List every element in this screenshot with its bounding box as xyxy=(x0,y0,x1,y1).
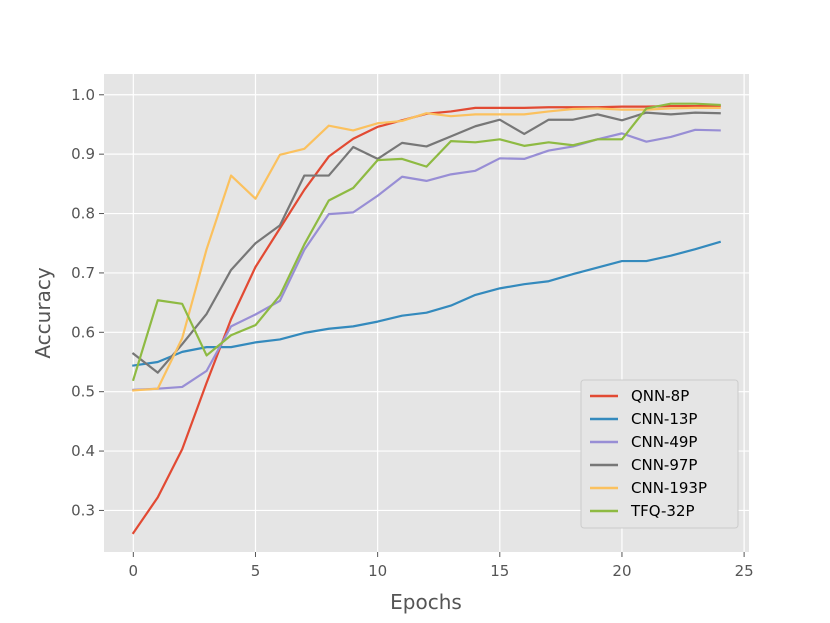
x-tick-label: 5 xyxy=(251,562,261,580)
x-tick-label: 0 xyxy=(129,562,139,580)
series-lines xyxy=(131,102,722,535)
series-line-cnn-49p xyxy=(132,128,721,392)
y-tick-label: 0.3 xyxy=(71,501,95,519)
legend-label-cnn-97p: CNN-97P xyxy=(631,456,697,474)
legend-label-cnn-49p: CNN-49P xyxy=(631,433,697,451)
y-tick-label: 0.6 xyxy=(71,323,95,341)
y-axis-label: Accuracy xyxy=(31,267,55,358)
legend-label-tfq-32p: TFQ-32P xyxy=(630,502,695,520)
legend-label-cnn-193p: CNN-193P xyxy=(631,479,707,497)
y-tick-label: 0.8 xyxy=(71,205,95,223)
y-tick-label: 0.9 xyxy=(71,145,95,163)
y-tick-label: 1.0 xyxy=(71,86,95,104)
x-tick-label: 20 xyxy=(612,562,631,580)
legend-box xyxy=(580,379,739,529)
y-tick-label: 0.7 xyxy=(71,264,95,282)
legend: QNN-8P CNN-13P CNN-49P CNN-97P CNN-193P TFQ-3… xyxy=(580,379,739,529)
series-line-tfq-32p xyxy=(131,102,721,382)
y-axis-ticks: 0.3 0.4 0.5 0.6 0.7 0.8 0.9 1.0 xyxy=(71,86,104,519)
legend-label-qnn-8p: QNN-8P xyxy=(631,387,689,405)
x-tick-label: 15 xyxy=(490,562,509,580)
x-tick-label: 10 xyxy=(368,562,387,580)
series-line-cnn-193p xyxy=(132,106,721,392)
x-axis-label: Epochs xyxy=(390,590,462,614)
legend-label-cnn-13p: CNN-13P xyxy=(631,410,697,428)
series-line-cnn-97p xyxy=(131,111,721,374)
x-axis-ticks: 0 5 10 15 20 25 xyxy=(129,552,754,580)
x-tick-label: 25 xyxy=(735,562,754,580)
y-tick-label: 0.5 xyxy=(71,383,95,401)
series-line-cnn-13p xyxy=(132,240,722,367)
y-tick-label: 0.4 xyxy=(71,442,95,460)
